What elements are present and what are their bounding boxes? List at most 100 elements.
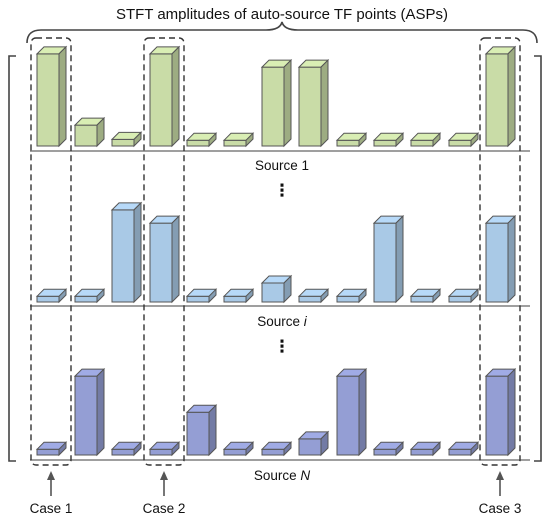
bar — [447, 288, 480, 304]
bar — [372, 441, 405, 457]
bar — [297, 288, 330, 304]
bar-side — [96, 288, 105, 304]
bar — [260, 58, 293, 148]
case-label: Case 2 — [143, 501, 186, 516]
diagram-title: STFT amplitudes of auto-source TF points… — [116, 6, 448, 23]
bar-side — [283, 441, 292, 457]
bar-front — [373, 222, 397, 303]
bar — [148, 45, 181, 148]
bar-front — [186, 139, 210, 147]
bar-front — [36, 53, 60, 147]
bar-side — [358, 132, 367, 148]
bar-front — [448, 295, 472, 303]
bar-side — [432, 441, 441, 457]
bar-front — [261, 66, 285, 147]
bar-front — [261, 282, 285, 303]
bar-front — [111, 209, 135, 303]
bar-side — [320, 288, 329, 304]
bar-front — [298, 66, 322, 147]
bar-front — [336, 139, 360, 147]
bar-front — [149, 53, 173, 147]
bar — [409, 441, 442, 457]
bar — [335, 132, 368, 148]
source-1-label: Source 1 — [255, 158, 309, 173]
case-label: Case 3 — [479, 501, 522, 516]
bar-front — [373, 139, 397, 147]
bar — [110, 441, 143, 457]
left-bracket — [8, 55, 16, 462]
case-label: Case 1 — [30, 501, 73, 516]
bar — [484, 367, 517, 457]
bar-front — [373, 448, 397, 456]
bar — [73, 367, 106, 457]
bar — [260, 274, 293, 304]
right-bracket — [534, 55, 542, 462]
bar-side — [470, 441, 479, 457]
bar-side — [283, 274, 292, 304]
row-separators — [30, 150, 530, 461]
bar-side — [96, 367, 105, 457]
bar-side — [58, 45, 67, 148]
bar-side — [58, 288, 67, 304]
bar — [372, 214, 405, 304]
bar-side — [358, 367, 367, 457]
bar — [35, 441, 68, 457]
bar-side — [171, 214, 180, 304]
bar-side — [320, 430, 329, 457]
top-brace — [26, 21, 538, 44]
bar-front — [448, 139, 472, 147]
bar — [297, 58, 330, 148]
case-arrow-head — [47, 471, 55, 480]
brackets — [8, 21, 542, 462]
bar-side — [283, 58, 292, 148]
bar — [447, 441, 480, 457]
ellipsis-bottom: ⋮ — [274, 337, 291, 356]
bar — [335, 367, 368, 457]
bar — [222, 441, 255, 457]
bar — [185, 288, 218, 304]
case-arrow-head — [496, 471, 504, 480]
case-box — [479, 37, 521, 466]
bar — [185, 404, 218, 457]
source-i-label: Source i — [257, 314, 308, 329]
bar-front — [336, 375, 360, 456]
bar-side — [470, 132, 479, 148]
bar — [447, 132, 480, 148]
case-box — [30, 37, 72, 466]
bar-side — [208, 132, 217, 148]
bar — [372, 132, 405, 148]
bar-front — [410, 295, 434, 303]
bar-side — [432, 132, 441, 148]
bar-side — [133, 131, 142, 148]
bar-front — [74, 295, 98, 303]
bar-front — [448, 448, 472, 456]
bar — [484, 45, 517, 148]
bar-front — [111, 448, 135, 456]
source-n-prefix: Source — [254, 468, 301, 483]
ellipsis-top: ⋮ — [274, 181, 291, 200]
bar-side — [395, 214, 404, 304]
bar-front — [186, 295, 210, 303]
bar-front — [485, 222, 509, 303]
bar-front — [149, 448, 173, 456]
bar-side — [133, 201, 142, 304]
bar-side — [171, 45, 180, 148]
bar-side — [395, 441, 404, 457]
bar-side — [245, 132, 254, 148]
bar-front — [223, 139, 247, 147]
bar-side — [208, 404, 217, 457]
source-n-index: N — [300, 468, 310, 483]
bar-front — [336, 295, 360, 303]
bar-side — [507, 214, 516, 304]
bar — [110, 201, 143, 304]
bar-side — [320, 58, 329, 148]
bar-side — [432, 288, 441, 304]
case-arrow-head — [160, 471, 168, 480]
bar-side — [245, 288, 254, 304]
bar — [484, 214, 517, 304]
source-i-index: i — [304, 314, 308, 329]
case-labels: Case 1 Case 2 Case 3 — [30, 471, 522, 516]
bar-chart — [35, 45, 517, 457]
bar-front — [410, 139, 434, 147]
